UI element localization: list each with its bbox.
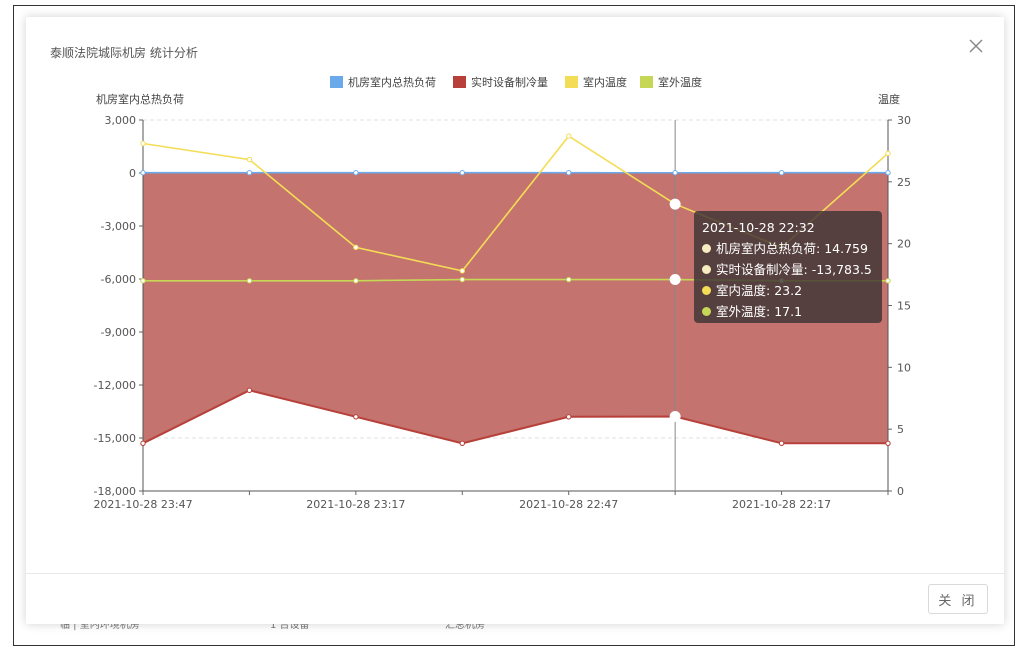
x-tick-label: 2021-10-28 22:17 <box>732 498 831 511</box>
legend-label: 室外温度 <box>658 75 702 89</box>
x-tick-label: 2021-10-28 23:47 <box>93 498 192 511</box>
y-right-tick-label: 20 <box>897 238 911 251</box>
background-cell: 汇总机房 <box>445 620 485 631</box>
tooltip-marker <box>702 307 711 316</box>
data-point <box>459 276 465 283</box>
legend-label: 实时设备制冷量 <box>471 75 548 89</box>
data-point <box>140 170 146 176</box>
data-point <box>672 170 678 176</box>
data-point <box>140 440 146 446</box>
tooltip-value: 14.759 <box>824 241 868 256</box>
y-left-tick-label: -18,000 <box>94 485 136 498</box>
tooltip-row-cooling: 实时设备制冷量: -13,783.5 <box>702 259 874 280</box>
legend-label: 室内温度 <box>583 75 627 89</box>
data-point <box>778 170 785 176</box>
data-point <box>246 170 253 176</box>
y-right-tick-label: 30 <box>897 114 911 127</box>
data-point <box>669 411 681 423</box>
dialog-title: 泰顺法院城际机房 统计分析 <box>50 46 198 60</box>
tooltip-label: 室内温度 <box>716 283 767 298</box>
data-point <box>885 278 891 284</box>
tooltip-marker <box>702 265 711 274</box>
tooltip-marker <box>702 286 711 295</box>
y-left-tick-label: 3,000 <box>105 114 137 127</box>
data-point <box>140 140 146 147</box>
tooltip-label: 室外温度 <box>716 304 767 319</box>
data-point <box>566 414 572 420</box>
y-right-tick-label: 10 <box>897 361 911 374</box>
tooltip-time: 2021-10-28 22:32 <box>702 220 815 235</box>
y-right-tick-label: 25 <box>897 176 911 189</box>
data-point <box>353 244 359 251</box>
y-left-tick-label: -15,000 <box>94 432 136 445</box>
tooltip-label: 机房室内总热负荷 <box>716 241 817 256</box>
x-tick-label: 2021-10-28 23:17 <box>306 498 405 511</box>
tooltip-label: 实时设备制冷量 <box>716 262 804 277</box>
y-right-tick-label: 15 <box>897 300 911 313</box>
y-left-tick-label: -9,000 <box>101 326 136 339</box>
data-point <box>246 278 253 284</box>
tooltip-value: 23.2 <box>774 283 803 298</box>
tooltip-row-heat-load: 机房室内总热负荷: 14.759 <box>702 238 874 259</box>
close-button[interactable]: 关 闭 <box>928 584 988 614</box>
tooltip-row-outdoor-temp: 室外温度: 17.1 <box>702 301 874 322</box>
data-point <box>566 133 572 139</box>
background-cell: 1 台设备 <box>270 620 310 631</box>
data-point <box>246 387 253 393</box>
data-point <box>353 414 359 420</box>
chart-tooltip: 2021-10-28 22:32 机房室内总热负荷: 14.759 实时设备制冷… <box>694 211 882 323</box>
data-point <box>566 276 572 283</box>
y-left-tick-label: 0 <box>129 167 136 180</box>
legend-swatch <box>453 76 466 88</box>
y-left-tick-label: -12,000 <box>94 379 136 392</box>
data-point <box>459 440 465 446</box>
data-point <box>459 268 465 274</box>
y-right-axis-title: 温度 <box>878 92 900 106</box>
y-left-axis-title: 机房室内总热负荷 <box>96 92 184 106</box>
data-point <box>140 278 146 284</box>
y-right-tick-label: 5 <box>897 423 904 436</box>
y-right-tick-label: 0 <box>897 485 904 498</box>
data-point <box>566 170 572 176</box>
close-icon[interactable] <box>966 36 986 56</box>
tooltip-row-indoor-temp: 室内温度: 23.2 <box>702 280 874 301</box>
legend-swatch <box>330 76 343 88</box>
data-point <box>669 198 681 210</box>
data-point <box>885 440 891 446</box>
series-line-1 <box>142 389 888 445</box>
data-point <box>778 440 785 446</box>
data-point <box>246 156 253 163</box>
x-tick-label: 2021-10-28 22:47 <box>519 498 618 511</box>
y-left-tick-label: -6,000 <box>101 273 136 286</box>
background-cell: 临 | 室内环境机房 <box>60 620 140 631</box>
data-point <box>459 170 465 176</box>
tooltip-marker <box>702 244 711 253</box>
data-point <box>885 150 891 157</box>
y-left-tick-label: -3,000 <box>101 220 136 233</box>
data-point <box>353 278 359 284</box>
legend-label: 机房室内总热负荷 <box>348 75 436 89</box>
legend-swatch <box>565 76 578 88</box>
tooltip-value: 17.1 <box>774 304 803 319</box>
data-point <box>885 170 891 176</box>
tooltip-value: -13,783.5 <box>811 262 872 277</box>
data-point <box>353 170 359 176</box>
footer-divider <box>26 573 1004 574</box>
data-point <box>669 274 681 286</box>
legend-swatch <box>640 76 653 88</box>
